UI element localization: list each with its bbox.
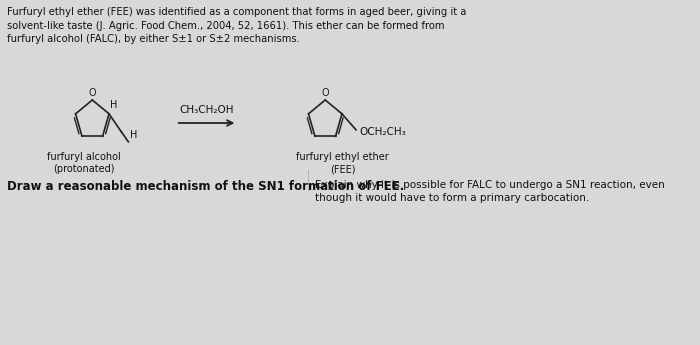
Text: H: H: [110, 100, 118, 110]
Text: CH₃CH₂OH: CH₃CH₂OH: [179, 105, 234, 115]
Text: Draw a reasonable mechanism of the SN1 formation of FEE.: Draw a reasonable mechanism of the SN1 f…: [7, 180, 405, 193]
Text: Furfuryl ethyl ether (FEE) was identified as a component that forms in aged beer: Furfuryl ethyl ether (FEE) was identifie…: [7, 7, 466, 44]
Text: O: O: [88, 88, 96, 98]
Text: H: H: [130, 130, 137, 140]
Text: Explain why it is possible for FALC to undergo a SN1 reaction, even
though it wo: Explain why it is possible for FALC to u…: [315, 180, 664, 203]
Text: furfuryl alcohol
(protonated): furfuryl alcohol (protonated): [47, 152, 120, 175]
Text: furfuryl ethyl ether
(FEE): furfuryl ethyl ether (FEE): [296, 152, 389, 175]
Text: O: O: [321, 88, 329, 98]
Text: OCH₂CH₃: OCH₂CH₃: [360, 127, 406, 137]
